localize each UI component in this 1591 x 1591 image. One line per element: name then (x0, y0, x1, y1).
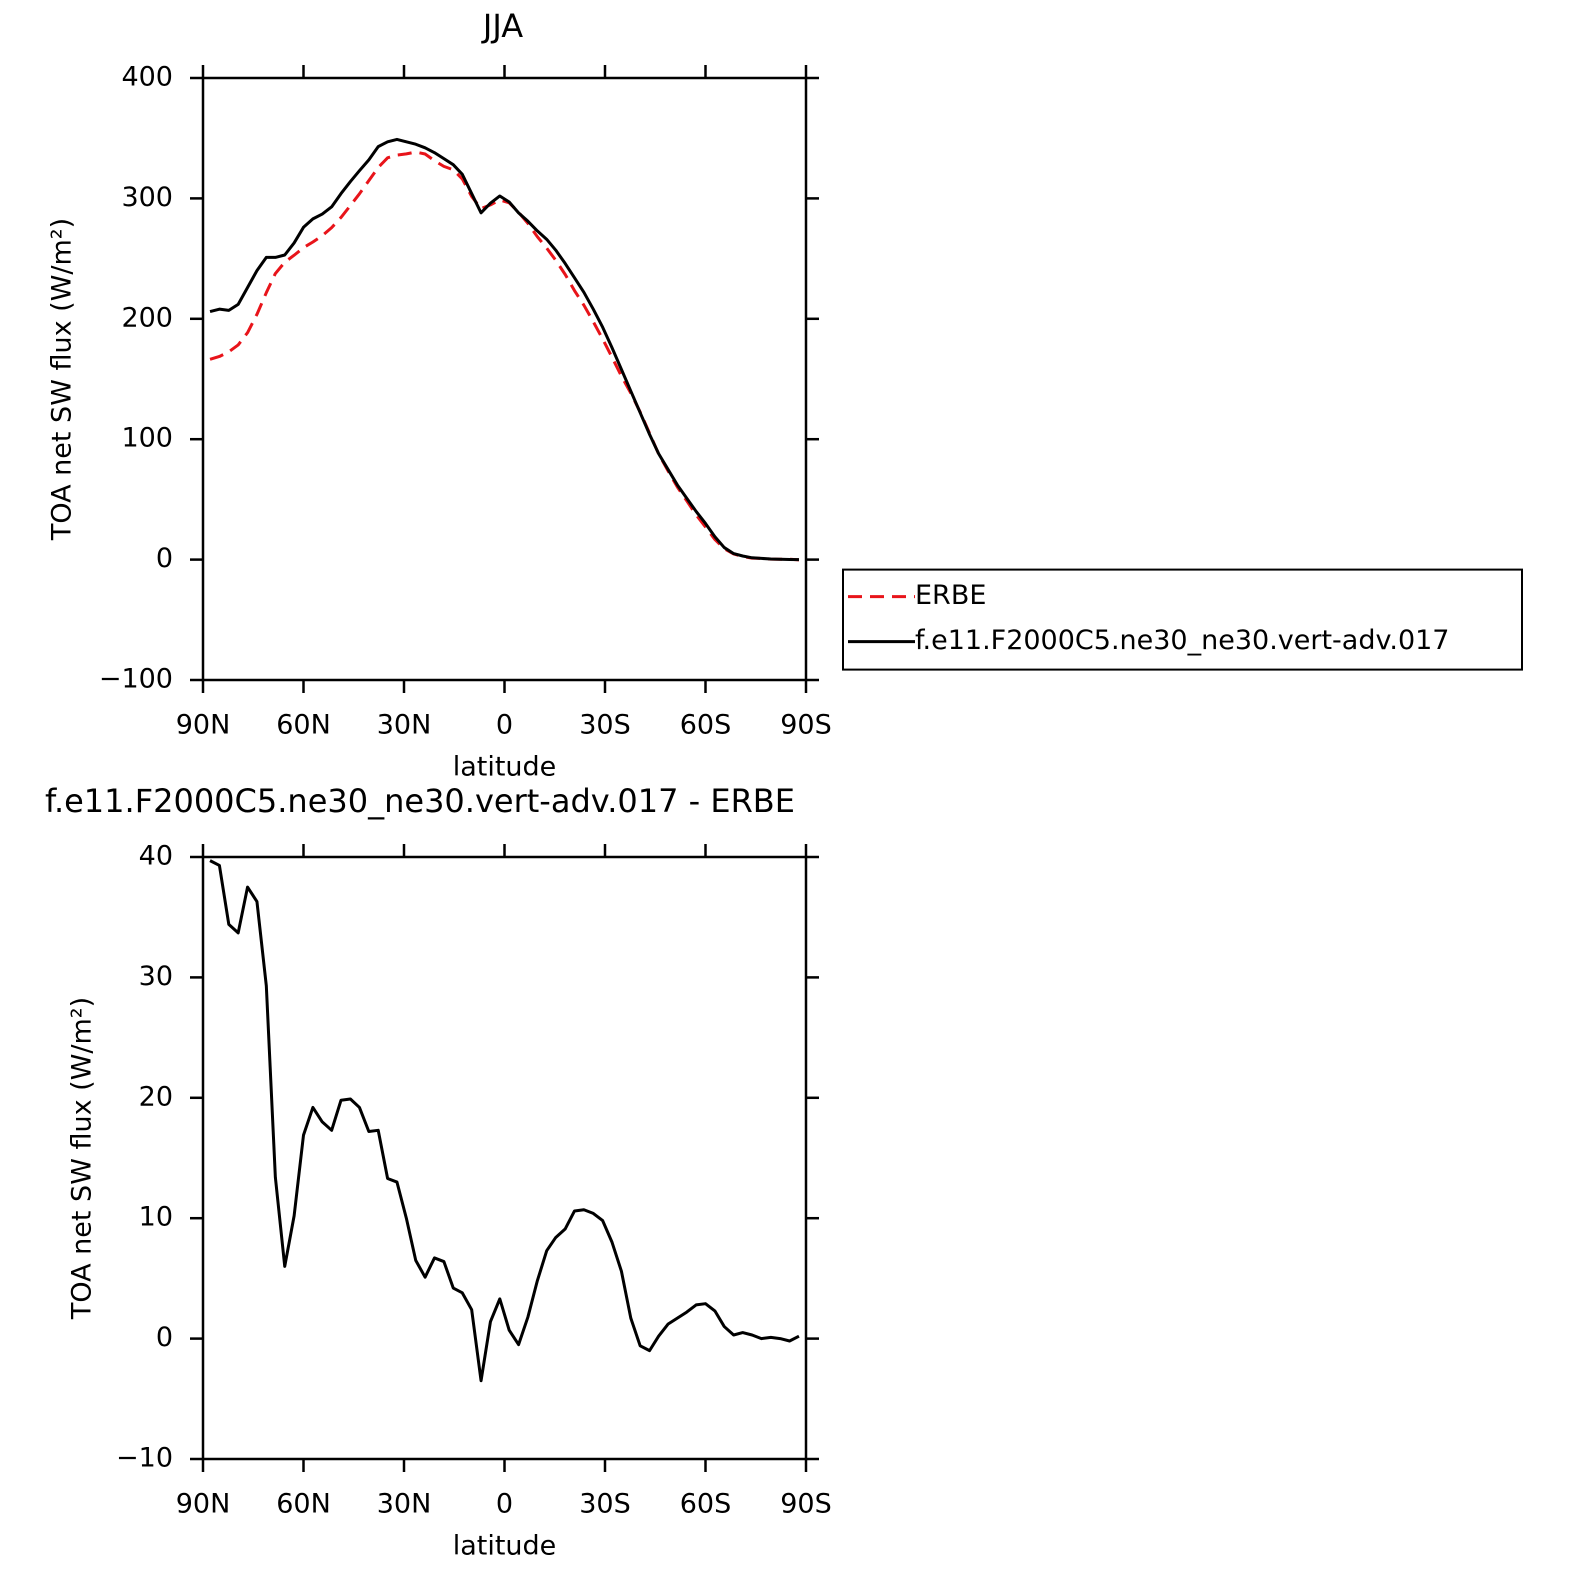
x-tick-label: 0 (496, 1489, 513, 1520)
y-axis-label: TOA net SW flux (W/m²) (47, 218, 78, 541)
x-tick-label: 90S (780, 710, 832, 741)
x-axis-label: latitude (453, 752, 557, 783)
legend-label: ERBE (915, 580, 986, 611)
x-tick-label: 60S (680, 710, 732, 741)
data-line (209, 137, 799, 562)
x-tick-label: 60S (680, 1489, 732, 1520)
y-tick-label: 0 (156, 543, 173, 574)
y-tick-label: 100 (121, 423, 173, 454)
data-line (209, 150, 800, 562)
plot-frame (201, 855, 808, 1461)
chart-title: f.e11.F2000C5.ne30_ne30.vert-adv.017 - E… (45, 782, 795, 820)
x-tick-label: 30S (579, 1489, 631, 1520)
x-tick-label: 0 (496, 710, 513, 741)
y-tick-label: −10 (116, 1443, 173, 1474)
y-tick-label: 30 (139, 961, 173, 992)
x-tick-label: 30N (377, 710, 432, 741)
y-tick-label: 200 (121, 302, 173, 333)
x-axis-label: latitude (453, 1531, 557, 1562)
plot (190, 65, 819, 693)
x-tick-label: 60N (276, 710, 331, 741)
x-tick-label: 60N (276, 1489, 331, 1520)
plot-frame (201, 76, 808, 682)
x-tick-label: 90S (780, 1489, 832, 1520)
x-tick-label: 30N (377, 1489, 432, 1520)
y-tick-label: 40 (139, 841, 173, 872)
legend: ERBE f.e11.F2000C5.ne30_ne30.vert-adv.017 (842, 568, 1523, 671)
legend-box (842, 568, 1523, 671)
plot (190, 844, 819, 1472)
y-tick-label: −100 (99, 664, 173, 695)
data-line (209, 859, 800, 1383)
y-tick-label: 10 (139, 1202, 173, 1233)
data-area (209, 137, 800, 562)
y-tick-label: 300 (121, 182, 173, 213)
legend-label: f.e11.F2000C5.ne30_ne30.vert-adv.017 (915, 625, 1449, 656)
chart-title: JJA (481, 7, 523, 45)
x-tick-label: 90N (176, 1489, 231, 1520)
y-tick-label: 20 (139, 1081, 173, 1112)
data-area (209, 859, 800, 1383)
x-tick-label: 30S (579, 710, 631, 741)
y-tick-label: 0 (156, 1322, 173, 1353)
x-tick-label: 90N (176, 710, 231, 741)
y-axis-label: TOA net SW flux (W/m²) (67, 997, 98, 1320)
y-tick-label: 400 (121, 62, 173, 93)
